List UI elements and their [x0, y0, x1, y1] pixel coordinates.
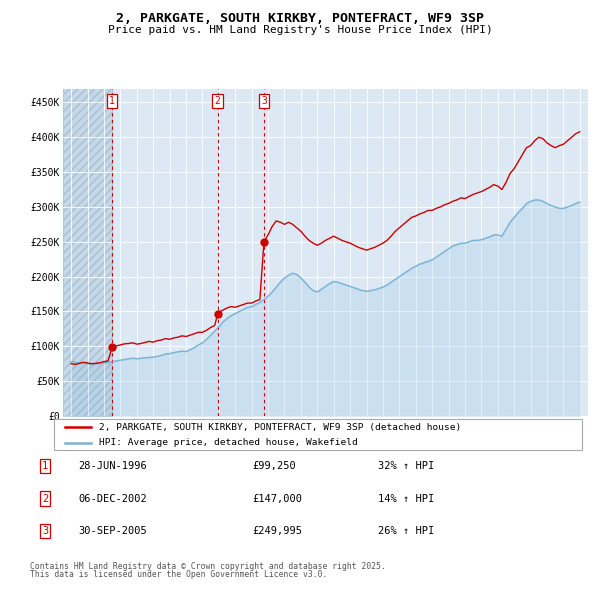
Text: 06-DEC-2002: 06-DEC-2002 — [78, 494, 147, 503]
Text: HPI: Average price, detached house, Wakefield: HPI: Average price, detached house, Wake… — [99, 438, 358, 447]
Text: 1: 1 — [42, 461, 48, 471]
Text: 26% ↑ HPI: 26% ↑ HPI — [378, 526, 434, 536]
Text: £249,995: £249,995 — [252, 526, 302, 536]
Text: 3: 3 — [42, 526, 48, 536]
Text: 14% ↑ HPI: 14% ↑ HPI — [378, 494, 434, 503]
Text: 2: 2 — [215, 96, 221, 106]
Text: 2: 2 — [42, 494, 48, 503]
Text: 2, PARKGATE, SOUTH KIRKBY, PONTEFRACT, WF9 3SP: 2, PARKGATE, SOUTH KIRKBY, PONTEFRACT, W… — [116, 12, 484, 25]
Text: 1: 1 — [109, 96, 115, 106]
Text: 2, PARKGATE, SOUTH KIRKBY, PONTEFRACT, WF9 3SP (detached house): 2, PARKGATE, SOUTH KIRKBY, PONTEFRACT, W… — [99, 423, 461, 432]
Text: This data is licensed under the Open Government Licence v3.0.: This data is licensed under the Open Gov… — [30, 571, 328, 579]
FancyBboxPatch shape — [54, 419, 582, 450]
Text: 28-JUN-1996: 28-JUN-1996 — [78, 461, 147, 471]
Text: £99,250: £99,250 — [252, 461, 296, 471]
Text: Contains HM Land Registry data © Crown copyright and database right 2025.: Contains HM Land Registry data © Crown c… — [30, 562, 386, 571]
Text: £147,000: £147,000 — [252, 494, 302, 503]
Text: 30-SEP-2005: 30-SEP-2005 — [78, 526, 147, 536]
Text: Price paid vs. HM Land Registry's House Price Index (HPI): Price paid vs. HM Land Registry's House … — [107, 25, 493, 35]
Text: 3: 3 — [261, 96, 267, 106]
Text: 32% ↑ HPI: 32% ↑ HPI — [378, 461, 434, 471]
